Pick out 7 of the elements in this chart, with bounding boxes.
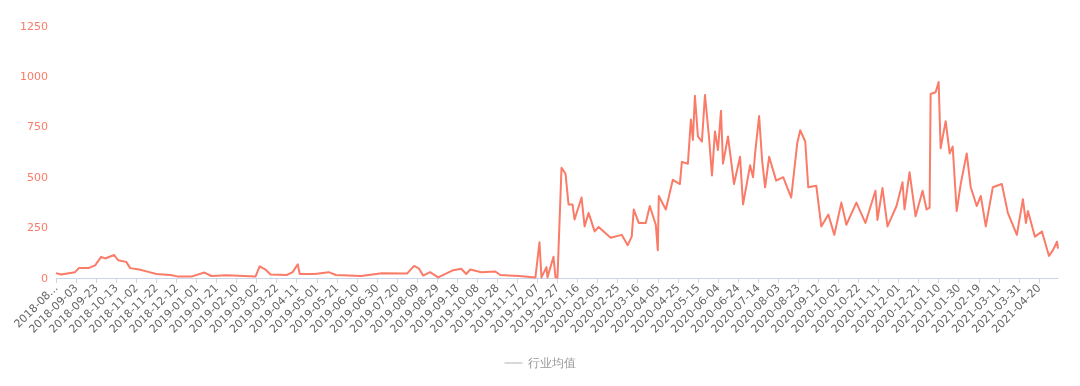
legend-label: 行业均值	[527, 356, 576, 370]
y-tick-label: 750	[27, 120, 48, 134]
y-tick-label: 0	[41, 271, 48, 285]
y-tick-label: 250	[27, 221, 48, 235]
y-tick-label: 500	[27, 170, 48, 184]
y-tick-label: 1250	[20, 19, 48, 33]
y-tick-label: 1000	[20, 69, 48, 83]
